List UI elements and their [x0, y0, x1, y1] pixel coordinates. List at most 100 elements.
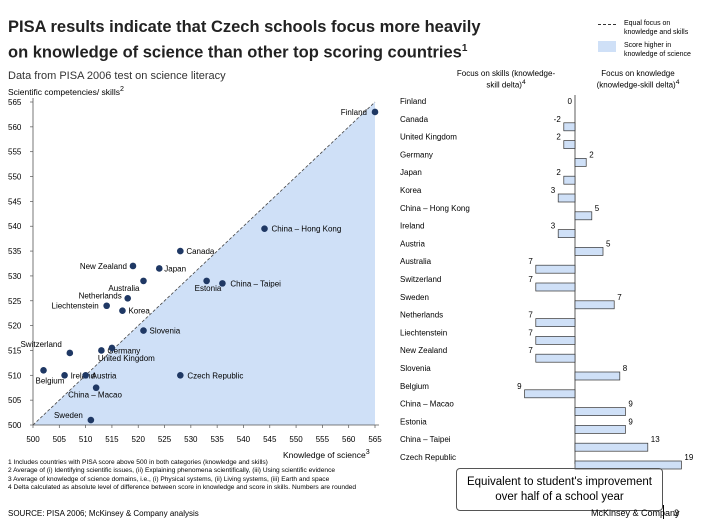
delta-bar-value-label: 2 — [556, 168, 561, 177]
y-tick-label: 530 — [8, 272, 22, 281]
x-tick-label: 535 — [210, 435, 224, 444]
callout-line-2: over half of a school year — [495, 490, 624, 503]
legend-score-higher: Score higher in knowledge of science — [624, 42, 691, 58]
x-tick-label: 560 — [342, 435, 356, 444]
knowledge-column-header: Focus on knowledge (knowledge-skill delt… — [584, 69, 692, 90]
delta-bar — [535, 264, 576, 274]
bar-category-label: Liechtenstein — [400, 328, 447, 337]
scatter-point — [82, 372, 89, 379]
delta-bar — [574, 442, 649, 452]
scatter-point — [40, 367, 47, 374]
scatter-point — [371, 108, 379, 116]
y-tick-label: 525 — [8, 297, 22, 306]
scatter-point-label: Sweden — [54, 411, 83, 420]
x-tick-label: 540 — [237, 435, 251, 444]
delta-bar-value-label: -2 — [554, 115, 562, 124]
delta-bar-value-label: 8 — [623, 364, 628, 373]
brand-label: McKinsey & Company — [591, 508, 680, 518]
equal-focus-diagonal — [32, 101, 376, 426]
scatter-point — [219, 280, 226, 287]
bar-category-label: Japan — [400, 168, 422, 177]
delta-bar — [535, 353, 576, 363]
y-axis-title-text: Scientific competencies/ skills — [8, 86, 120, 97]
page-title: PISA results indicate that Czech schools… — [8, 17, 481, 64]
bar-category-label: Belgium — [400, 382, 429, 391]
footnote-1: 1 Includes countries with PISA score abo… — [8, 459, 268, 466]
delta-bar-value-label: 9 — [628, 417, 633, 426]
skills-column-header-text: Focus on skills (knowledge-skill delta) — [456, 69, 556, 90]
subtitle: Data from PISA 2006 test on science lite… — [8, 70, 226, 82]
delta-bar-value-label: 5 — [606, 239, 611, 248]
y-tick-label: 550 — [8, 173, 22, 182]
x-axis-title-text: Knowledge of science — [283, 449, 366, 460]
bar-category-label: Finland — [400, 97, 426, 106]
y-tick-label: 540 — [8, 222, 22, 231]
scatter-point — [155, 265, 163, 272]
delta-bar — [574, 158, 587, 167]
delta-bar-value-label: 3 — [551, 222, 556, 231]
scatter-point — [92, 384, 100, 392]
delta-bar-value-label: 9 — [628, 400, 633, 409]
scatter-point — [66, 349, 74, 357]
x-tick-label: 520 — [132, 435, 146, 444]
scatter-point-label: Germany — [107, 346, 140, 355]
y-axis-title: Scientific competencies/ skills2 — [8, 85, 124, 97]
scatter-point — [61, 372, 68, 379]
delta-bar-value-label: 7 — [528, 346, 533, 355]
delta-bar — [574, 460, 682, 470]
delta-bar — [574, 407, 626, 416]
scatter-point-label: Belgium — [36, 376, 65, 385]
scatter-point-label: China – Hong Kong — [272, 225, 342, 234]
delta-bar — [524, 389, 576, 399]
delta-bar-value-label: 7 — [528, 328, 533, 337]
bar-category-label: China – Taipei — [400, 435, 451, 444]
footer-divider — [663, 505, 664, 519]
knowledge-footnote-ref: 4 — [675, 79, 680, 86]
x-tick-label: 510 — [79, 435, 93, 444]
scatter-point-label: Korea — [128, 307, 150, 316]
y-tick-label: 500 — [8, 421, 22, 430]
callout-line-1: Equivalent to student's improvement — [466, 475, 653, 488]
legend-shade-swatch — [598, 41, 616, 52]
footnote-3: 3 Average of knowledge of science domain… — [8, 475, 330, 483]
scatter-point — [98, 347, 105, 354]
delta-bar-value-label: 5 — [595, 204, 600, 213]
scatter-point-label: Czech Republic — [187, 371, 243, 380]
scatter-point — [129, 262, 137, 270]
scatter-point-label: Australia — [108, 284, 140, 293]
bar-category-label: Canada — [400, 115, 429, 124]
footnote-2: 2 Average of (i) Identifying scientific … — [8, 467, 336, 475]
delta-bar — [574, 425, 626, 434]
y-axis-footnote-ref: 2 — [119, 85, 124, 93]
y-tick-label: 510 — [8, 371, 22, 380]
delta-bar — [535, 282, 576, 292]
scatter-point-label: United Kingdom — [98, 354, 155, 363]
delta-bar — [557, 193, 576, 203]
y-tick-label: 515 — [8, 346, 22, 355]
delta-bar-value-label: 7 — [528, 275, 533, 284]
source-note: SOURCE: PISA 2006; McKinsey & Company an… — [8, 509, 199, 518]
delta-bar-value-label: 7 — [617, 293, 622, 302]
scatter-point — [177, 372, 184, 379]
delta-bar — [563, 140, 576, 149]
x-tick-label: 505 — [53, 435, 67, 444]
bar-category-label: Ireland — [400, 222, 424, 231]
delta-bar — [557, 229, 576, 238]
bar-category-label: Germany — [400, 150, 433, 159]
x-tick-label: 565 — [368, 435, 382, 444]
scatter-point-label: China – Taipei — [230, 279, 281, 288]
footnote-4: 4 Delta calculated as absolute level of … — [8, 484, 357, 492]
y-tick-label: 535 — [8, 247, 22, 256]
scatter-point — [124, 294, 132, 302]
delta-bar-value-label: 7 — [528, 257, 533, 266]
scatter-point — [119, 307, 126, 315]
title-line-1: PISA results indicate that Czech schools… — [8, 18, 481, 36]
footnotes: 1 Includes countries with PISA score abo… — [8, 459, 453, 493]
delta-bar-value-label: 7 — [528, 311, 533, 320]
scatter-point — [108, 344, 116, 352]
delta-bar — [563, 122, 576, 132]
scatter-point-label: Austria — [92, 371, 117, 380]
x-tick-label: 500 — [26, 435, 40, 444]
bar-category-label: Estonia — [400, 417, 427, 426]
